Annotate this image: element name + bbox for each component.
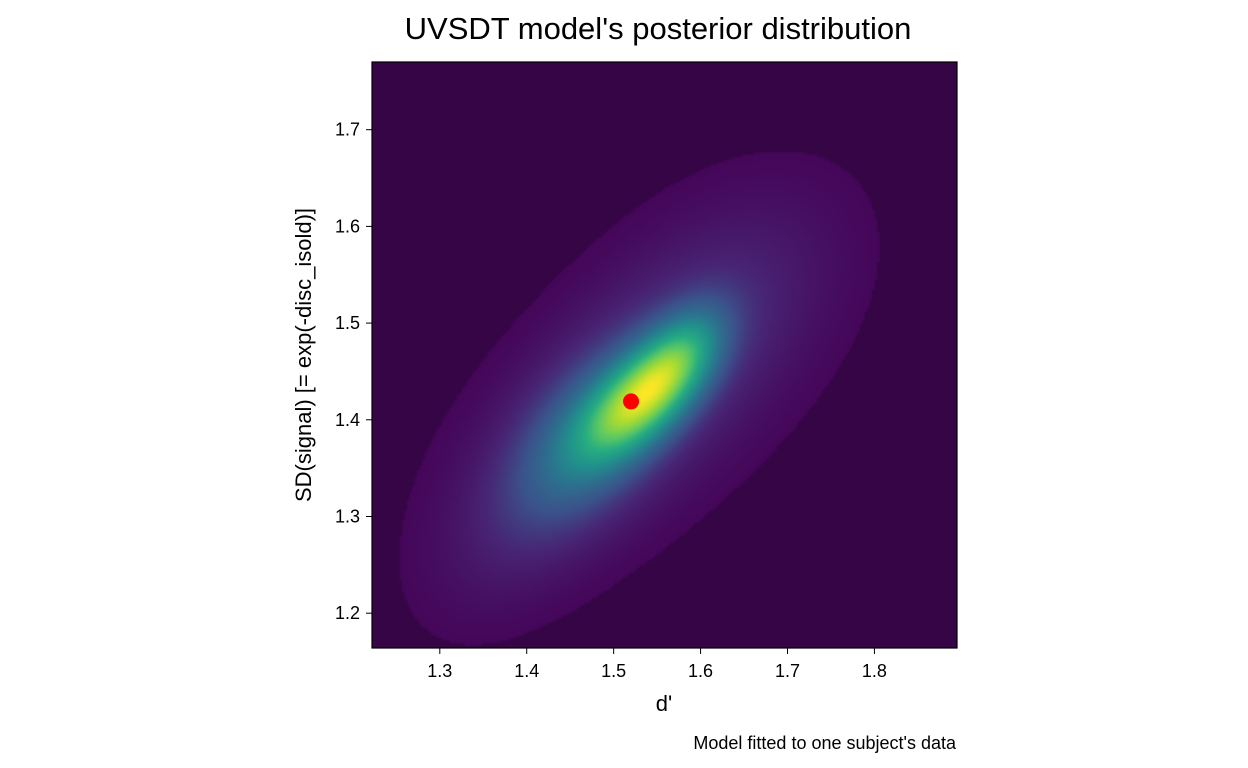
plot-frame [371,61,958,649]
x-tick-label: 1.8 [862,661,887,681]
y-tick-label: 1.6 [335,216,360,236]
y-tick-label: 1.2 [335,603,360,623]
plot-area [371,61,958,649]
x-tick-label: 1.3 [427,661,452,681]
density-heatmap [372,62,957,648]
x-axis-label: d' [656,691,672,716]
y-axis-label: SD(signal) [= exp(-disc_isold)] [291,208,316,502]
x-axis: 1.3 1.4 1.5 1.6 1.7 1.8 [427,648,887,681]
x-tick-label: 1.7 [775,661,800,681]
chart-title: UVSDT model's posterior distribution [405,11,912,46]
point-estimate-marker [623,393,640,410]
x-tick-label: 1.6 [688,661,713,681]
x-tick-label: 1.4 [514,661,539,681]
y-tick-label: 1.5 [335,313,360,333]
y-tick-label: 1.3 [335,506,360,526]
caption: Model fitted to one subject's data [693,733,957,753]
y-axis: 1.2 1.3 1.4 1.5 1.6 1.7 [335,120,372,623]
y-tick-label: 1.4 [335,410,360,430]
y-tick-label: 1.7 [335,120,360,140]
x-tick-label: 1.5 [601,661,626,681]
